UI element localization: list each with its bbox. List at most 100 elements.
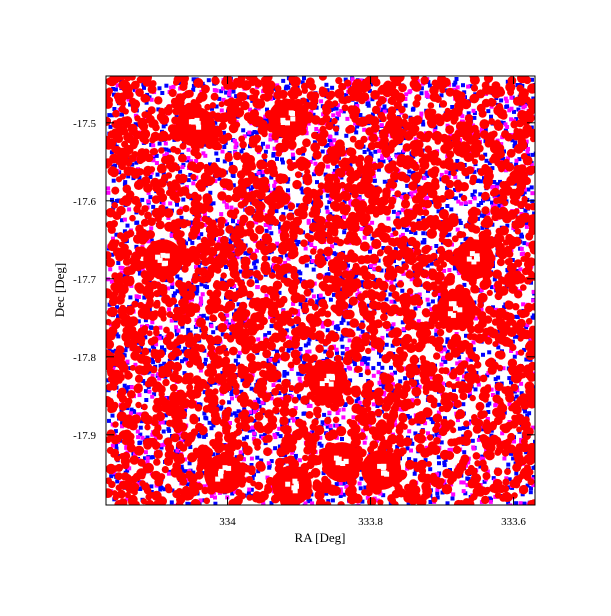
data-point (501, 156, 506, 161)
data-point (529, 486, 533, 491)
data-point (355, 104, 360, 108)
data-point (280, 160, 285, 165)
data-point (405, 414, 410, 418)
data-point (335, 116, 340, 121)
data-point (125, 406, 130, 411)
data-point (158, 487, 163, 492)
data-point (114, 472, 123, 481)
data-point (453, 175, 458, 180)
data-point (198, 498, 203, 503)
data-point (376, 361, 381, 366)
data-point (328, 196, 333, 201)
data-point (238, 269, 243, 274)
data-point (381, 246, 386, 250)
points-layer (106, 76, 535, 505)
data-point (137, 175, 142, 180)
data-point (169, 85, 174, 90)
data-point (169, 318, 174, 323)
data-point (505, 223, 510, 228)
data-point (124, 389, 129, 394)
data-point (419, 86, 424, 91)
data-point (504, 168, 509, 172)
data-point (463, 491, 468, 496)
data-point (512, 144, 517, 149)
data-point (504, 104, 509, 109)
data-point (253, 399, 258, 404)
data-point (458, 138, 462, 143)
data-point (507, 108, 512, 113)
data-point (529, 185, 534, 190)
data-point (199, 299, 204, 304)
data-point (150, 373, 155, 378)
data-point (303, 501, 308, 505)
data-point (416, 364, 421, 369)
data-point (489, 434, 500, 445)
data-point (132, 409, 137, 414)
data-point (523, 101, 528, 106)
data-point (180, 349, 185, 354)
data-point (366, 147, 371, 152)
data-point (427, 94, 432, 99)
data-point (360, 361, 365, 366)
data-point (163, 420, 168, 425)
data-point (529, 163, 534, 167)
data-point (167, 307, 171, 312)
data-point (123, 180, 128, 185)
data-point (262, 349, 272, 359)
data-point (441, 484, 453, 495)
data-point (479, 127, 484, 132)
data-point (174, 304, 179, 309)
data-point (461, 83, 465, 88)
data-point (111, 178, 116, 183)
data-point (450, 105, 455, 109)
data-point (115, 479, 120, 484)
data-point (481, 352, 485, 357)
data-point (151, 204, 156, 209)
data-point (250, 185, 255, 190)
data-point (453, 399, 462, 408)
data-point (419, 428, 426, 435)
data-point (494, 382, 504, 392)
data-point (371, 162, 379, 171)
data-point (485, 469, 490, 474)
data-point (220, 277, 225, 282)
data-point (157, 421, 161, 426)
data-point (464, 236, 469, 241)
data-point (194, 265, 198, 270)
data-point (461, 489, 466, 494)
data-point (449, 447, 454, 452)
data-point (156, 107, 161, 112)
data-point (143, 456, 147, 461)
data-point (445, 185, 450, 190)
data-point (271, 383, 276, 388)
data-point (148, 175, 153, 179)
data-point (336, 408, 341, 413)
data-point (445, 233, 450, 238)
data-point (129, 455, 139, 465)
data-point (327, 200, 332, 205)
data-point (271, 96, 276, 100)
data-point (442, 268, 447, 273)
data-point (367, 88, 372, 93)
data-point (390, 343, 395, 348)
data-point (278, 434, 283, 439)
data-point (240, 100, 250, 111)
data-point (158, 363, 163, 368)
data-point (181, 163, 186, 167)
data-point (499, 98, 504, 103)
data-point (372, 178, 377, 183)
data-point (297, 396, 302, 401)
data-point (517, 157, 522, 162)
data-point (309, 229, 314, 234)
data-point (234, 141, 239, 146)
data-point (495, 185, 500, 190)
data-point (472, 189, 477, 194)
data-point (377, 380, 382, 385)
data-point (191, 77, 196, 82)
data-point (202, 434, 207, 439)
data-point (110, 443, 115, 448)
data-point (161, 429, 166, 434)
data-point (189, 196, 194, 201)
data-point (228, 421, 232, 425)
data-point (363, 360, 368, 365)
